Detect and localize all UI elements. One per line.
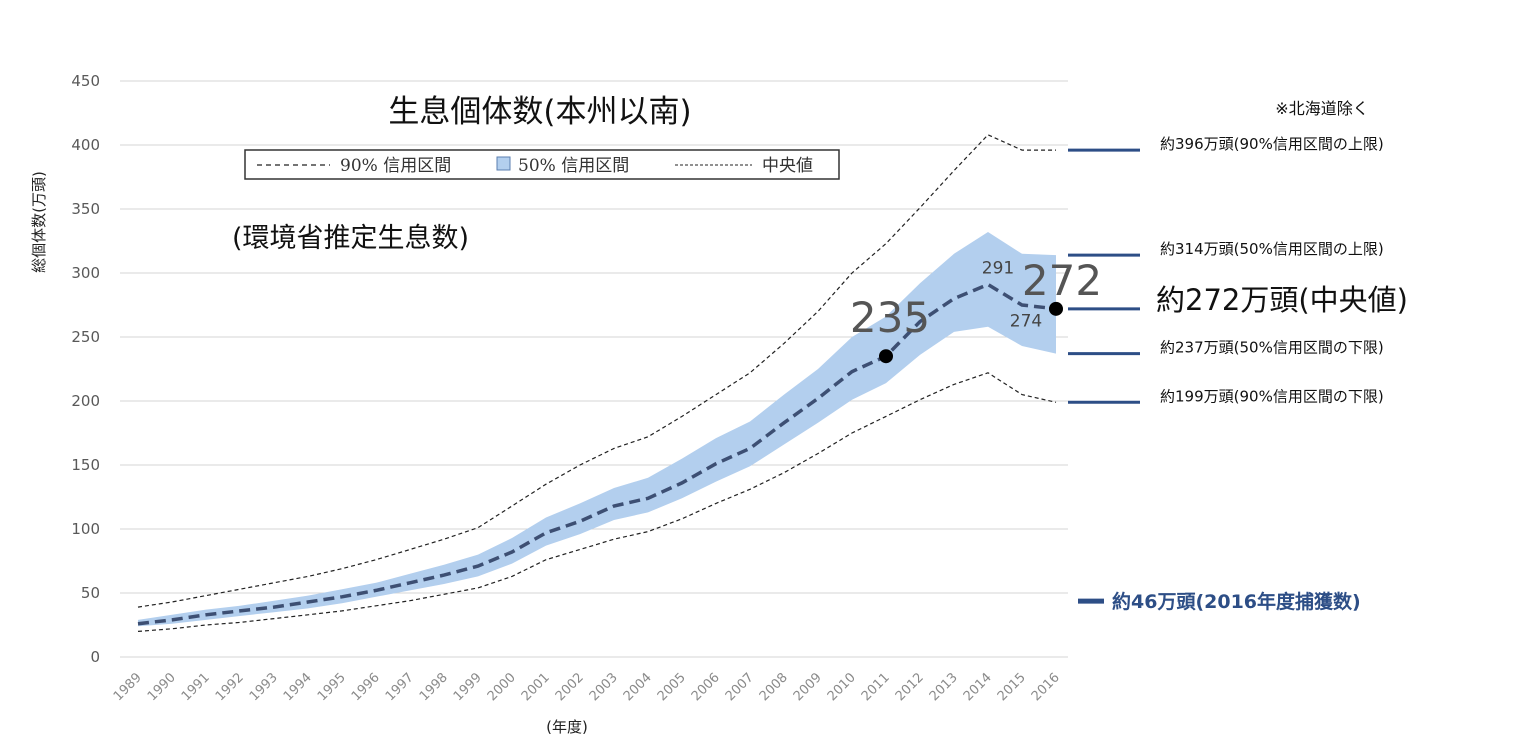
x-tick-2001: 2001 <box>519 670 553 704</box>
chart-subtitle: (環境省推定生息数) <box>232 223 469 254</box>
x-tick-2016: 2016 <box>1029 670 1063 704</box>
median-line <box>137 282 1057 626</box>
point-marker-2011 <box>879 349 893 364</box>
line-layer <box>137 134 1057 632</box>
x-tick-2006: 2006 <box>689 670 723 704</box>
y-tick-200: 200 <box>71 392 100 410</box>
x-tick-1997: 1997 <box>383 670 417 704</box>
right-labels: 約396万頭(90%信用区間の上限) 約314万頭(50%信用区間の上限) 約272… <box>1068 135 1408 613</box>
legend: 90% 信用区間 50% 信用区間 中央値 <box>244 149 840 180</box>
ci90-upper-line <box>137 134 1056 608</box>
region-note: ※北海道除く <box>1275 99 1368 118</box>
y-tick-0: 0 <box>90 648 100 666</box>
range-label-237: 約237万頭(50%信用区間の下限) <box>1160 339 1384 357</box>
x-tick-1989: 1989 <box>111 670 145 704</box>
x-tick-2013: 2013 <box>927 670 961 704</box>
x-tick-1999: 1999 <box>451 670 485 704</box>
range-label-199: 約199万頭(90%信用区間の下限) <box>1160 387 1384 405</box>
x-tick-2014: 2014 <box>961 670 995 704</box>
x-tick-1998: 1998 <box>417 670 451 704</box>
value-label-2014: 291 <box>982 259 1014 279</box>
x-tick-1993: 1993 <box>247 670 281 704</box>
y-tick-450: 450 <box>71 72 100 90</box>
y-axis-title: 総個体数(万頭) <box>30 171 48 273</box>
x-tick-2010: 2010 <box>825 670 859 704</box>
x-tick-2002: 2002 <box>553 670 587 704</box>
x-tick-2003: 2003 <box>587 670 621 704</box>
x-tick-2008: 2008 <box>757 670 791 704</box>
value-label-2011: 235 <box>850 293 930 342</box>
value-label-2015: 274 <box>1010 311 1042 331</box>
y-tick-350: 350 <box>71 200 100 218</box>
x-tick-1996: 1996 <box>349 670 383 704</box>
x-tick-2000: 2000 <box>485 670 519 704</box>
band-layer <box>138 232 1056 627</box>
x-tick-2012: 2012 <box>893 670 927 704</box>
annotations: 235 272 291 274 <box>850 256 1102 364</box>
x-tick-1991: 1991 <box>179 670 213 704</box>
legend-label-90: 90% 信用区間 <box>340 156 451 176</box>
range-label-272: 約272万頭(中央値) <box>1156 283 1408 317</box>
y-tick-150: 150 <box>71 456 100 474</box>
x-tick-2015: 2015 <box>995 670 1029 704</box>
x-axis-title: (年度) <box>546 718 588 736</box>
legend-label-50: 50% 信用区間 <box>518 156 629 176</box>
y-tick-250: 250 <box>71 328 100 346</box>
y-tick-300: 300 <box>71 264 100 282</box>
x-tick-2005: 2005 <box>655 670 689 704</box>
range-label-396: 約396万頭(90%信用区間の上限) <box>1160 135 1384 153</box>
ci50-band <box>138 232 1056 627</box>
ci90-lower-line <box>137 372 1057 632</box>
range-label-314: 約314万頭(50%信用区間の上限) <box>1160 240 1384 258</box>
y-tick-50: 50 <box>81 584 100 602</box>
y-tick-100: 100 <box>71 520 100 538</box>
legend-label-median: 中央値 <box>762 156 813 176</box>
x-tick-2011: 2011 <box>859 670 893 704</box>
y-tick-400: 400 <box>71 136 100 154</box>
capture-label: 約46万頭(2016年度捕獲数) <box>1112 590 1361 613</box>
x-tick-1990: 1990 <box>145 670 179 704</box>
x-tick-1995: 1995 <box>315 670 349 704</box>
chart-title: 生息個体数(本州以南) <box>388 94 691 130</box>
point-marker-2016 <box>1049 301 1063 316</box>
x-tick-1994: 1994 <box>281 670 315 704</box>
legend-swatch-50 <box>496 156 511 171</box>
x-tick-2009: 2009 <box>791 670 825 704</box>
x-tick-2007: 2007 <box>723 670 757 704</box>
value-label-2016: 272 <box>1022 256 1102 305</box>
x-tick-2004: 2004 <box>621 670 655 704</box>
grid <box>120 80 1068 658</box>
x-tick-1992: 1992 <box>213 670 247 704</box>
